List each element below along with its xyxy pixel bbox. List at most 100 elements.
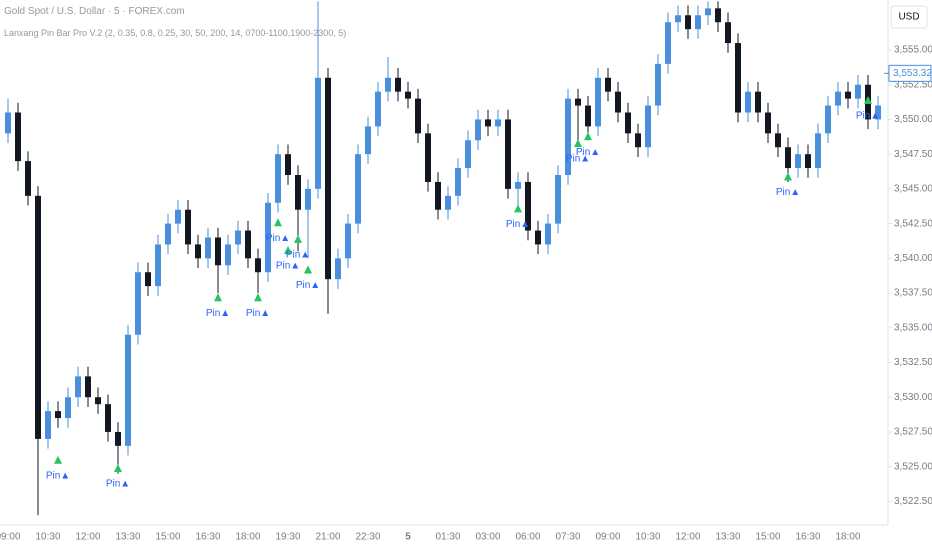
candle-body: [465, 140, 471, 169]
candle-body: [425, 133, 431, 182]
x-tick-label: 12:00: [675, 532, 700, 543]
currency-button[interactable]: [890, 5, 928, 29]
candle-body: [705, 8, 711, 16]
candle-body: [145, 272, 151, 287]
candle-body: [85, 376, 91, 398]
candle-body: [235, 230, 241, 245]
pin-marker: [274, 218, 282, 227]
candle-body: [645, 105, 651, 148]
x-tick-label: 16:30: [195, 532, 220, 543]
candle-body: [675, 15, 681, 23]
y-tick-label: 3,542.50: [894, 218, 932, 229]
candle-body: [395, 77, 401, 92]
candle-body: [375, 91, 381, 127]
candle-body: [785, 147, 791, 169]
y-tick-label: 3,550.00: [894, 114, 932, 125]
candle-body: [285, 154, 291, 175]
candle-body: [325, 77, 331, 280]
candle-body: [855, 84, 861, 99]
candle-body: [265, 202, 271, 273]
x-tick-label: 10:30: [635, 532, 660, 543]
y-tick-label: 3,532.50: [894, 357, 932, 368]
y-tick-label: 3,537.50: [894, 288, 932, 299]
pin-marker: [514, 204, 522, 213]
pin-label: Pin▲: [276, 261, 300, 272]
x-tick-label: 03:00: [475, 532, 500, 543]
candle-body: [195, 244, 201, 259]
last-price-box: [888, 64, 932, 82]
x-tick-label: 21:00: [315, 532, 340, 543]
candle-body: [125, 334, 131, 446]
candle-body: [295, 175, 301, 210]
candle-body: [35, 195, 41, 439]
x-tick-label: 13:30: [715, 532, 740, 543]
y-tick-label: 3,545.00: [894, 184, 932, 195]
candle-body: [215, 237, 221, 266]
candle-body: [485, 119, 491, 127]
pin-label: Pin▲: [506, 219, 530, 230]
candle-body: [345, 223, 351, 259]
candle-body: [205, 237, 211, 259]
x-tick-label: 16:30: [795, 532, 820, 543]
candle-body: [455, 168, 461, 196]
y-tick-label: 3,540.00: [894, 253, 932, 264]
x-tick-label: 10:30: [35, 532, 60, 543]
candle-body: [365, 126, 371, 155]
candle-body: [665, 22, 671, 64]
candle-body: [415, 98, 421, 134]
candle-body: [495, 119, 501, 127]
candle-body: [385, 77, 391, 92]
candle-body: [595, 77, 601, 127]
candle-body: [815, 133, 821, 169]
candle-body: [305, 188, 311, 210]
candle-body: [795, 154, 801, 169]
x-tick-label: 15:00: [155, 532, 180, 543]
candle-body: [45, 411, 51, 439]
candle-body: [835, 91, 841, 106]
y-tick-label: 3,555.00: [894, 45, 932, 56]
candle-body: [615, 91, 621, 113]
currency-label: USD: [898, 12, 919, 23]
pin-label: Pin▲: [776, 187, 800, 198]
y-tick-label: 3,552.50: [894, 79, 932, 90]
candle-body: [775, 133, 781, 148]
pin-label: Pin▲: [856, 111, 880, 122]
candle-body: [575, 98, 581, 106]
candle-body: [175, 209, 181, 224]
candle-body: [65, 397, 71, 419]
pin-marker: [284, 246, 292, 254]
pin-marker: [304, 265, 312, 274]
candle-body: [255, 258, 261, 273]
candle-body: [105, 404, 111, 432]
indicator-title: Lanxang Pin Bar Pro V.2 (2, 0.35, 0.8, 0…: [4, 28, 346, 38]
candle-body: [845, 91, 851, 99]
candle-body: [655, 63, 661, 106]
candle-body: [155, 244, 161, 287]
candle-body: [735, 43, 741, 113]
y-tick-label: 3,547.50: [894, 149, 932, 160]
pin-marker: [864, 96, 872, 104]
x-tick-label: 12:00: [75, 532, 100, 543]
candle-body: [475, 119, 481, 141]
candle-body: [555, 175, 561, 224]
x-tick-label: 06:00: [515, 532, 540, 543]
pin-label: Pin▲: [576, 147, 600, 158]
candle-body: [515, 181, 521, 189]
candle-body: [95, 397, 101, 405]
candle-body: [435, 181, 441, 210]
candle-body: [185, 209, 191, 245]
pin-label: Pin▲: [246, 308, 270, 319]
candle-body: [525, 181, 531, 231]
pin-marker: [214, 293, 222, 302]
candle-body: [755, 91, 761, 113]
y-tick-label: 3,525.00: [894, 461, 932, 472]
pin-marker: [114, 464, 122, 473]
candle-body: [5, 112, 11, 134]
candle-body: [335, 258, 341, 280]
candle-body: [695, 15, 701, 30]
x-tick-label: 19:30: [275, 532, 300, 543]
pin-label: Pin▲: [266, 233, 290, 244]
candle-body: [445, 195, 451, 210]
last-price-label: 3,553.32: [893, 68, 932, 79]
